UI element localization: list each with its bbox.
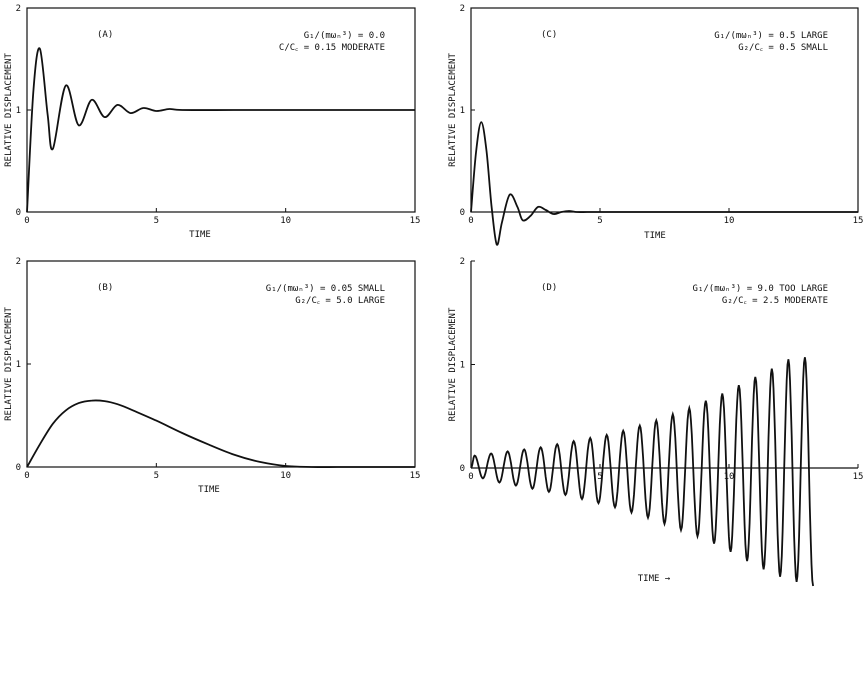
y-tick-label: 2	[460, 4, 465, 14]
x-tick-label: 5	[154, 471, 159, 481]
parameter-ratio-label: G₂/C꜀ = 0.5 SMALL	[738, 43, 828, 53]
displacement-curve	[26, 47, 415, 213]
x-tick-label: 15	[410, 471, 421, 481]
panel-tag: (B)	[97, 283, 113, 293]
parameter-ratio-label: G₂/C꜀ = 5.0 LARGE	[295, 296, 385, 306]
x-tick-label: 10	[280, 216, 291, 226]
x-axis-label: TIME	[198, 485, 220, 495]
parameter-g1-label: G₁/(mωₙ³) = 0.5 LARGE	[714, 31, 828, 41]
panel-c: 0 5 10 15 0 1 2 TIME RELATIVE DISPLACEMENT (C) G₁/…	[448, 4, 864, 246]
parameter-ratio-label: G₂/C꜀ = 2.5 MODERATE	[722, 296, 828, 306]
x-tick-label: 5	[597, 472, 602, 482]
y-tick-label: 2	[16, 257, 21, 267]
panel-a: 0 5 10 15 0 1 2 TIME RELATIVE DISPLACEMENT (A) G₁/…	[4, 4, 420, 240]
x-tick-label: 0	[24, 216, 29, 226]
displacement-curve	[470, 357, 814, 587]
x-tick-label: 10	[280, 471, 291, 481]
displacement-curve	[470, 121, 858, 246]
x-tick-label: 5	[597, 216, 602, 226]
y-axis-label: RELATIVE DISPLACEMENT	[448, 307, 458, 421]
panel-tag: (D)	[541, 283, 557, 293]
y-tick-label: 0	[16, 208, 21, 218]
y-tick-label: 1	[16, 106, 21, 116]
y-tick-label: 0	[16, 463, 21, 473]
parameter-ratio-label: C/C꜀ = 0.15 MODERATE	[279, 43, 385, 53]
y-tick-label: 0	[460, 464, 465, 474]
y-tick-label: 2	[16, 4, 21, 14]
panel-b: 0 5 10 15 0 1 2 TIME RELATIVE DISPLACEMENT (B) G₁/…	[4, 257, 420, 495]
x-tick-label: 15	[410, 216, 421, 226]
displacement-curve	[26, 399, 415, 468]
x-tick-label: 0	[24, 471, 29, 481]
y-tick-label: 1	[460, 361, 465, 371]
y-tick-label: 2	[460, 257, 465, 267]
x-tick-label: 0	[468, 216, 473, 226]
y-axis-label: RELATIVE DISPLACEMENT	[4, 307, 14, 421]
x-tick-label: 15	[853, 216, 864, 226]
x-tick-label: 10	[724, 216, 735, 226]
panel-d: 0 5 10 15 0 1 2 TIME → RELATIVE DISPLACEMENT (D) G…	[448, 257, 864, 587]
x-tick-label: 10	[724, 472, 735, 482]
x-tick-label: 15	[853, 472, 864, 482]
y-axis-label: RELATIVE DISPLACEMENT	[4, 53, 14, 167]
panel-tag: (C)	[541, 30, 557, 40]
y-tick-label: 1	[16, 360, 21, 370]
x-axis-label: TIME →	[638, 574, 671, 584]
panel-tag: (A)	[97, 30, 113, 40]
parameter-g1-label: G₁/(mωₙ³) = 0.0	[304, 31, 385, 41]
y-axis-label: RELATIVE DISPLACEMENT	[448, 53, 458, 167]
y-tick-label: 0	[460, 208, 465, 218]
x-tick-label: 5	[154, 216, 159, 226]
x-axis-label: TIME	[189, 230, 211, 240]
x-axis-label: TIME	[644, 231, 666, 241]
y-tick-label: 1	[460, 106, 465, 116]
parameter-g1-label: G₁/(mωₙ³) = 9.0 TOO LARGE	[693, 284, 828, 294]
parameter-g1-label: G₁/(mωₙ³) = 0.05 SMALL	[266, 284, 385, 294]
x-tick-label: 0	[468, 472, 473, 482]
